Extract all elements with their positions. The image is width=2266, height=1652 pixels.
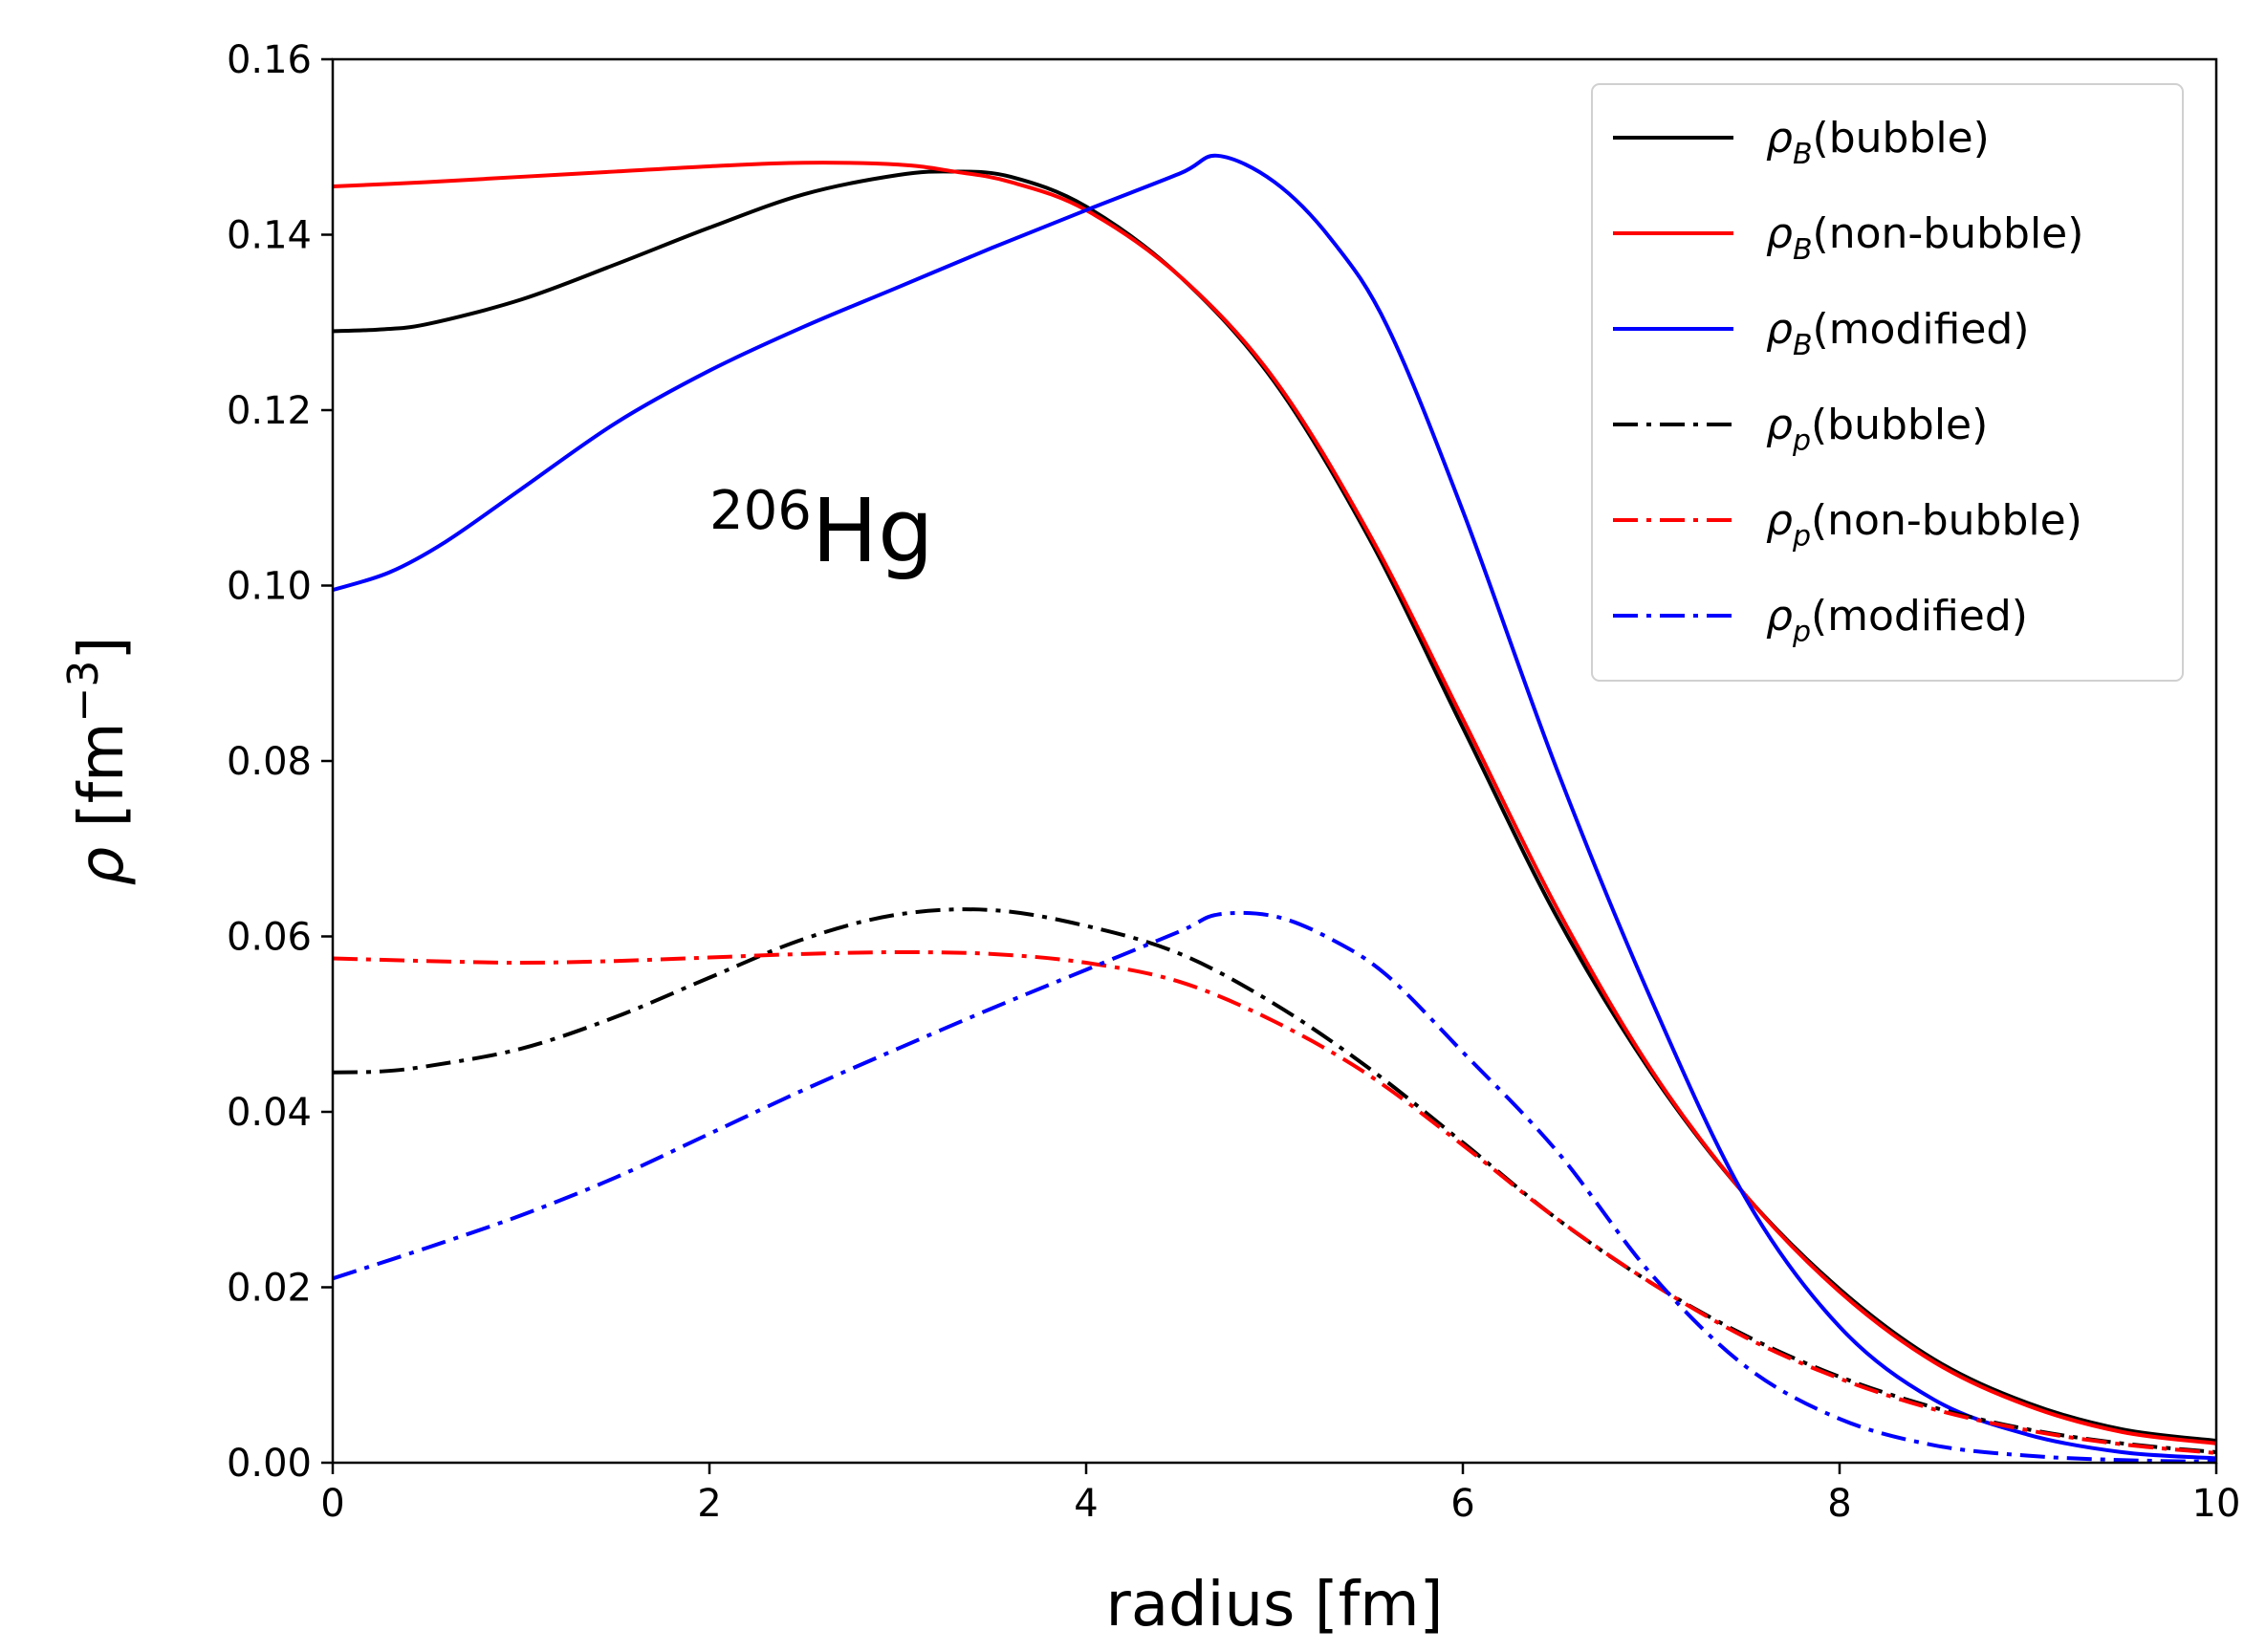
legend-label-1: ρB(bubble) [1766, 114, 1990, 171]
legend-symbol: ρ [1766, 209, 1793, 258]
legend-symbol: ρ [1766, 305, 1793, 354]
legend-text: (bubble) [1813, 114, 1990, 163]
x-tick-label: 0 [320, 1482, 344, 1526]
y-tick-label: 0.10 [227, 565, 312, 609]
y-tick-label: 0.16 [227, 38, 312, 82]
mass-number: 206 [709, 480, 812, 542]
legend-label-3: ρB(modified) [1766, 305, 2030, 362]
legend-subscript: p [1792, 520, 1811, 554]
element-symbol: Hg [812, 480, 934, 582]
legend-label-4: ρp(bubble) [1766, 401, 1988, 458]
legend-symbol: ρ [1766, 401, 1793, 449]
legend-subscript: p [1792, 616, 1811, 649]
series-line-2 [332, 161, 2217, 1446]
legend-symbol: ρ [1766, 592, 1793, 641]
series-line-3 [332, 153, 2217, 1461]
legend-text: (bubble) [1811, 401, 1988, 449]
x-tick-label: 10 [2192, 1482, 2241, 1526]
y-tick-label: 0.06 [227, 916, 312, 960]
tick-layer: 0 2 4 6 8 10 0.00 0.02 0.04 0.06 0.08 0.10 0.12 0.14 0… [227, 38, 2241, 1526]
y-tick-label: 0.02 [227, 1267, 312, 1311]
x-tick-label: 4 [1074, 1482, 1098, 1526]
legend-symbol: ρ [1766, 496, 1793, 545]
x-tick-label: 6 [1450, 1482, 1474, 1526]
legend-subscript: p [1792, 424, 1811, 458]
y-tick-label: 0.00 [227, 1442, 312, 1486]
x-tick-label: 8 [1827, 1482, 1851, 1526]
y-axis-unit: [fm [67, 723, 138, 847]
legend-subscript: B [1793, 329, 1813, 362]
x-axis-title: radius [fm] [1106, 1570, 1444, 1641]
y-tick-label: 0.12 [227, 389, 312, 433]
nucleus-annotation: 206Hg [709, 480, 933, 582]
legend-text: (non-bubble) [1811, 496, 2082, 545]
y-axis-exponent: −3 [59, 661, 108, 723]
legend: ρB(bubble)ρB(non-bubble)ρB(modified)ρp(b… [1591, 83, 2184, 682]
legend-text: (non-bubble) [1813, 209, 2084, 258]
legend-text: (modified) [1811, 592, 2028, 641]
legend-subscript: B [1793, 138, 1813, 171]
legend-text: (modified) [1813, 305, 2030, 354]
series-line-6 [332, 910, 2217, 1465]
series-layer [332, 153, 2217, 1465]
y-tick-label: 0.14 [227, 214, 312, 258]
y-axis-title: ρ [fm−3] [59, 637, 138, 886]
legend-symbol: ρ [1766, 114, 1793, 163]
y-tick-label: 0.08 [227, 740, 312, 784]
y-tick-label: 0.04 [227, 1091, 312, 1135]
series-line-5 [332, 950, 2217, 1455]
legend-label-6: ρp(modified) [1766, 592, 2028, 649]
x-tick-label: 2 [697, 1482, 721, 1526]
y-axis-symbol: ρ [67, 847, 138, 886]
legend-subscript: B [1793, 233, 1813, 267]
legend-label-5: ρp(non-bubble) [1766, 496, 2082, 554]
legend-box [1591, 83, 2184, 682]
legend-label-2: ρB(non-bubble) [1766, 209, 2083, 267]
y-axis-close: ] [67, 637, 138, 661]
series-line-4 [332, 907, 2217, 1454]
